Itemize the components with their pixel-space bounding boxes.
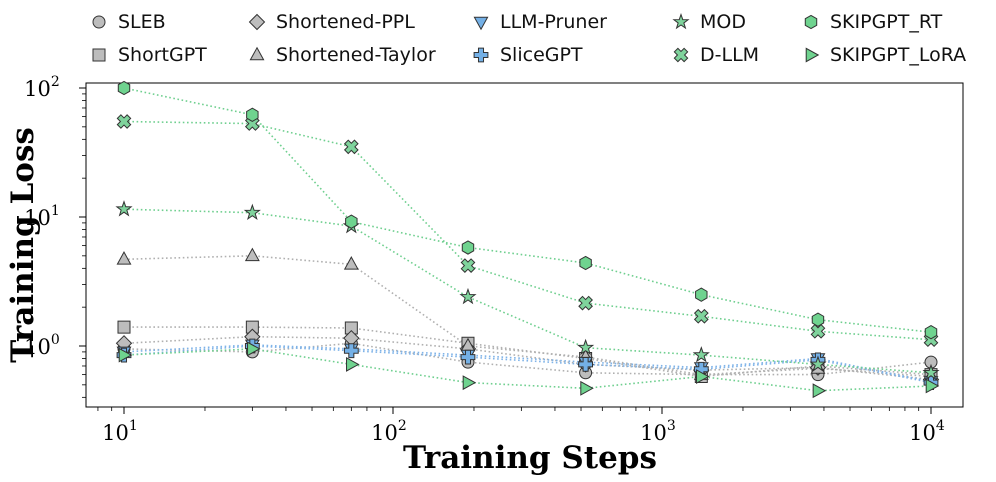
legend-marker-shape xyxy=(249,46,265,61)
y-tick-label: 100 xyxy=(24,332,60,359)
data-point-skipgpt-rt xyxy=(579,255,592,271)
data-point-mod xyxy=(692,346,710,363)
data-point-d-llm xyxy=(343,139,359,155)
legend-marker-shape xyxy=(673,47,689,63)
data-point-d-llm xyxy=(578,295,593,311)
y-axis-title: Training Loss xyxy=(5,127,41,363)
data-point-skipgpt-lora xyxy=(925,378,940,394)
legend-marker-d-llm xyxy=(673,47,689,63)
x-tick-label: 102 xyxy=(371,418,407,445)
data-point-shortened-taylor xyxy=(343,256,359,270)
series-lines xyxy=(123,87,932,392)
legend-item-skipgpt-rt: SKIPGPT_RT xyxy=(800,10,942,34)
legend-marker-shape xyxy=(805,47,820,63)
series-line-mod xyxy=(123,208,932,374)
y-tick-label: 102 xyxy=(24,74,60,101)
data-point-mod xyxy=(115,200,133,217)
legend-item-shortgpt: ShortGPT xyxy=(88,43,207,67)
data-point-mod xyxy=(243,203,261,220)
data-point-skipgpt-rt xyxy=(924,324,938,340)
data-point-slicegpt xyxy=(578,357,593,372)
data-point-d-llm xyxy=(460,258,476,273)
series-line-shortened-ppl xyxy=(123,335,932,381)
series-line-d-llm xyxy=(123,120,932,341)
legend-marker-shortgpt xyxy=(92,48,106,62)
data-point-skipgpt-rt xyxy=(695,287,708,302)
data-point-skipgpt-lora xyxy=(247,341,261,357)
legend-marker-shape xyxy=(248,13,266,31)
x-tick-label: 101 xyxy=(102,418,138,445)
data-point-slicegpt xyxy=(343,343,359,359)
series-line-sleb xyxy=(123,342,932,376)
y-tick-label: 101 xyxy=(24,203,60,230)
legend-label: Shortened-PPL xyxy=(276,11,415,33)
data-point-skipgpt-rt xyxy=(117,80,131,96)
data-point-skipgpt-rt xyxy=(811,312,825,327)
data-point-skipgpt-lora xyxy=(812,383,827,399)
legend-label: MOD xyxy=(700,11,746,33)
legend-item-llm-pruner: LLM-Pruner xyxy=(470,10,607,34)
legend-marker-shortened-ppl xyxy=(248,13,266,31)
data-point-skipgpt-rt xyxy=(246,107,259,122)
series-line-llm-pruner xyxy=(123,344,932,383)
legend-item-slicegpt: SliceGPT xyxy=(470,43,583,67)
legend: SLEB ShortGPT Shortened-PPL Shortened-Taylo… xyxy=(0,0,996,80)
legend-marker-shape xyxy=(473,16,489,31)
data-point-skipgpt-lora xyxy=(580,380,594,396)
legend-label: SKIPGPT_RT xyxy=(830,11,943,33)
legend-marker-skipgpt-lora xyxy=(805,47,820,63)
legend-label: Shortened-Taylor xyxy=(276,44,436,66)
legend-item-shortened-ppl: Shortened-PPL xyxy=(246,10,415,34)
data-point-d-llm xyxy=(693,308,709,324)
legend-label: LLM-Pruner xyxy=(500,11,607,33)
legend-marker-slicegpt xyxy=(473,47,489,63)
data-point-skipgpt-rt xyxy=(345,214,358,229)
x-tick-label: 104 xyxy=(909,418,945,445)
legend-label: SLEB xyxy=(118,11,166,33)
legend-label: D-LLM xyxy=(700,44,760,66)
x-axis-title: Training Steps xyxy=(403,440,657,476)
legend-marker-mod xyxy=(672,12,690,30)
data-point-shortgpt xyxy=(117,320,131,334)
legend-marker-shape xyxy=(804,14,818,30)
legend-marker-shape xyxy=(92,48,106,62)
data-point-d-llm xyxy=(116,114,132,129)
legend-item-sleb: SLEB xyxy=(88,10,166,34)
legend-marker-shape xyxy=(672,12,690,30)
legend-item-d-llm: D-LLM xyxy=(670,43,759,67)
data-point-mod xyxy=(922,363,940,381)
plot-area xyxy=(85,82,964,408)
data-point-mod xyxy=(577,338,595,356)
legend-label: SliceGPT xyxy=(500,44,583,66)
data-point-shortened-taylor xyxy=(244,247,260,262)
data-point-shortgpt xyxy=(245,320,259,334)
legend-marker-llm-pruner xyxy=(473,16,489,31)
legend-marker-sleb xyxy=(92,15,106,29)
legend-item-skipgpt-lora: SKIPGPT_LoRA xyxy=(800,43,966,67)
axis-ticks: 101 102 103 104 100 101 102 xyxy=(24,74,945,445)
data-point-skipgpt-lora xyxy=(462,375,477,391)
data-point-skipgpt-rt xyxy=(461,240,475,255)
legend-label: ShortGPT xyxy=(118,44,207,66)
legend-label: SKIPGPT_LoRA xyxy=(830,44,967,66)
legend-marker-shortened-taylor xyxy=(249,46,265,61)
x-tick-label: 103 xyxy=(640,418,676,445)
data-point-skipgpt-lora xyxy=(696,369,710,384)
legend-item-mod: MOD xyxy=(670,10,746,34)
data-point-mod xyxy=(459,287,477,305)
legend-item-shortened-taylor: Shortened-Taylor xyxy=(246,43,436,67)
data-point-slicegpt xyxy=(460,349,476,365)
series-markers xyxy=(115,80,940,399)
data-point-skipgpt-lora xyxy=(346,356,360,372)
legend-marker-shape xyxy=(92,15,106,29)
series-line-slicegpt xyxy=(123,345,932,384)
data-point-skipgpt-lora xyxy=(118,347,133,363)
data-point-shortgpt xyxy=(344,321,358,335)
data-point-shortened-taylor xyxy=(116,251,132,265)
data-point-mod xyxy=(809,355,827,372)
legend-marker-skipgpt-rt xyxy=(804,14,818,30)
legend-marker-shape xyxy=(473,47,489,63)
series-line-shortened-taylor xyxy=(123,254,932,378)
